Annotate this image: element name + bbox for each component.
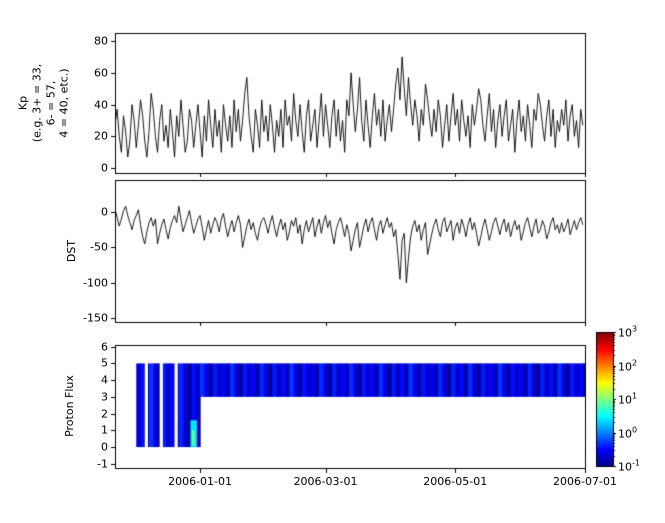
dst-y-axis-label: DST — [65, 239, 79, 263]
proton-y-axis-label: Proton Flux — [63, 375, 77, 437]
kp-y-axis-label: Kp (e.g. 3+ = 33, 6- = 57, 4 = 40, etc.) — [16, 63, 71, 143]
